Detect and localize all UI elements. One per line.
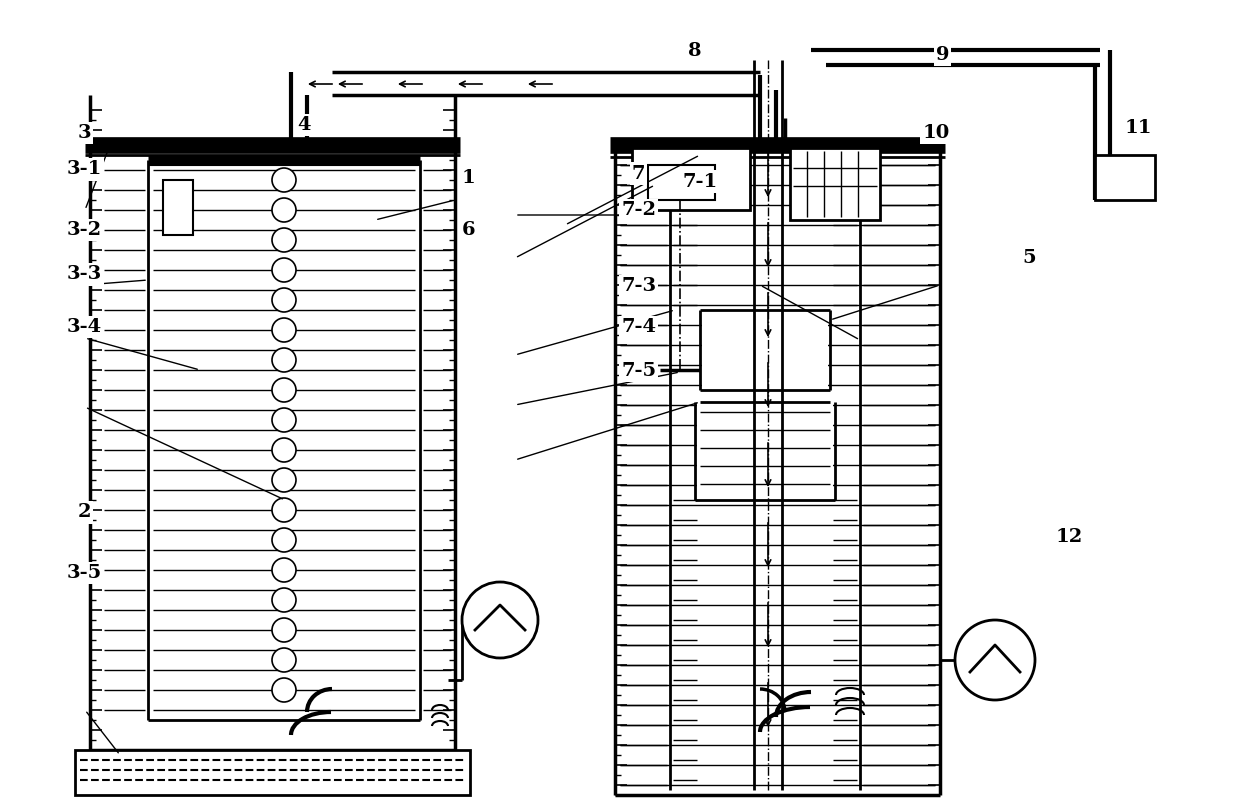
Text: 1: 1 <box>461 169 476 186</box>
Circle shape <box>272 228 296 252</box>
Text: 3-1: 3-1 <box>67 161 102 178</box>
Circle shape <box>272 168 296 192</box>
Text: 7-1: 7-1 <box>683 173 718 190</box>
Bar <box>790 148 880 220</box>
Text: 7-4: 7-4 <box>621 318 656 336</box>
Bar <box>74 750 470 795</box>
Circle shape <box>272 678 296 702</box>
Text: 12: 12 <box>1055 528 1083 546</box>
Text: 11: 11 <box>1125 119 1152 136</box>
Bar <box>702 311 828 389</box>
Text: 3-3: 3-3 <box>67 266 102 283</box>
Circle shape <box>272 588 296 612</box>
Circle shape <box>272 648 296 672</box>
Text: 10: 10 <box>923 124 950 142</box>
Circle shape <box>272 618 296 642</box>
Bar <box>697 403 833 499</box>
Text: 6: 6 <box>463 221 475 239</box>
Text: 7: 7 <box>632 165 645 182</box>
Circle shape <box>272 408 296 432</box>
Circle shape <box>272 498 296 522</box>
Text: 5: 5 <box>1023 249 1035 267</box>
Bar <box>162 180 193 235</box>
Text: 4: 4 <box>298 116 310 134</box>
Circle shape <box>272 258 296 282</box>
Circle shape <box>272 378 296 402</box>
Bar <box>1095 155 1154 200</box>
Text: 3-4: 3-4 <box>67 318 102 336</box>
Text: 7-5: 7-5 <box>621 362 656 380</box>
Circle shape <box>272 468 296 492</box>
Circle shape <box>272 348 296 372</box>
Bar <box>649 165 715 200</box>
Text: 3: 3 <box>78 124 91 142</box>
Circle shape <box>272 318 296 342</box>
Circle shape <box>272 528 296 552</box>
Circle shape <box>272 438 296 462</box>
Bar <box>632 148 750 210</box>
Circle shape <box>272 288 296 312</box>
Text: 8: 8 <box>688 42 701 60</box>
Text: 7-3: 7-3 <box>621 278 656 295</box>
Text: 9: 9 <box>936 46 949 64</box>
Circle shape <box>955 620 1035 700</box>
Text: 3-2: 3-2 <box>67 221 102 239</box>
Text: 2: 2 <box>78 504 91 521</box>
Text: 7-2: 7-2 <box>621 201 656 219</box>
Circle shape <box>272 558 296 582</box>
Circle shape <box>272 198 296 222</box>
Circle shape <box>463 582 538 658</box>
Text: 3-5: 3-5 <box>67 564 102 582</box>
